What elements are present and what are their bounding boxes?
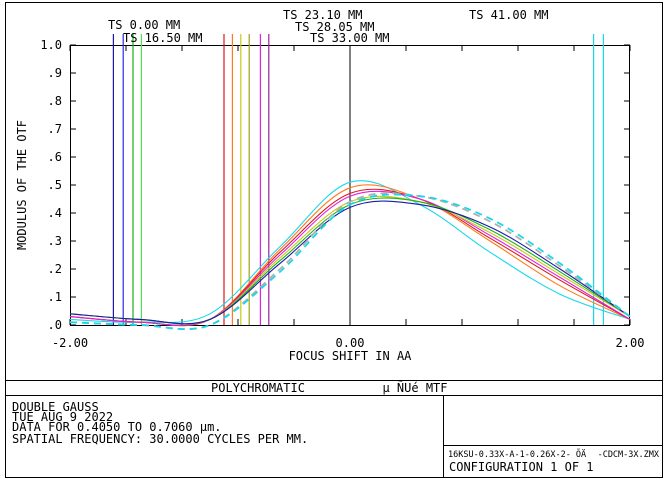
field-markers	[112, 34, 605, 325]
field-marker-label: TS 16.50 MM	[123, 31, 202, 45]
y-tick-labels: .0 .1 .2 .3 .4 .5 .6 .7 .8 .9 1.0	[40, 38, 62, 332]
footer-file-suffix: -CDCM-3X.ZMX	[598, 450, 660, 460]
footer-configuration: CONFIGURATION 1 OF 1	[449, 460, 594, 474]
mtf-curve-dashed	[69, 193, 631, 330]
field-marker-label: TS 28.05 MM	[295, 20, 374, 34]
footer-title-polychromatic: POLYCHROMATIC	[211, 381, 305, 395]
y-tick-label: .5	[48, 178, 62, 192]
y-tick-label: .2	[48, 262, 62, 276]
y-tick-label: .3	[48, 234, 62, 248]
y-tick-label: .1	[48, 290, 62, 304]
mtf-curve	[69, 200, 631, 325]
tick-marks	[69, 44, 631, 326]
y-tick-label: .6	[48, 150, 62, 164]
y-tick-label: .8	[48, 94, 62, 108]
y-tick-label: .9	[48, 66, 62, 80]
x-axis-label: FOCUS SHIFT IN AA	[289, 349, 413, 363]
field-marker-label: TS 41.00 MM	[469, 8, 548, 22]
footer-line-3: DATA FOR 0.4050 TO 0.7060 µm.	[12, 420, 222, 434]
footer-file-name: 16KSU-0.33X-A-1-0.26X-2- ÕÄ	[448, 448, 586, 460]
outer-frame	[5, 2, 663, 478]
y-tick-label: .0	[48, 318, 62, 332]
y-tick-label: .7	[48, 122, 62, 136]
y-axis-label: MODULUS OF THE OTF	[15, 120, 29, 250]
footer-line-1: DOUBLE GAUSS	[12, 400, 99, 414]
footer-line-4: SPATIAL FREQUENCY: 30.0000 CYCLES PER MM…	[12, 432, 308, 446]
x-tick-labels: -2.00 0.00 2.00	[52, 336, 645, 350]
x-tick-label: 0.00	[336, 336, 365, 350]
field-marker-label: TS 33.00 MM	[310, 31, 389, 45]
x-tick-label: 2.00	[616, 336, 645, 350]
mtf-curves	[69, 180, 631, 331]
x-tick-label: -2.00	[52, 336, 88, 350]
footer-title-mtf: µ ÑUé MTF	[382, 380, 447, 395]
y-tick-label: .4	[48, 206, 62, 220]
mtf-curve	[69, 190, 631, 326]
footer-line-2: TUE AUG 9 2022	[12, 410, 113, 424]
field-marker-label: TS 0.00 MM	[108, 18, 180, 32]
field-marker-label: TS 23.10 MM	[283, 8, 362, 22]
y-tick-label: 1.0	[40, 38, 62, 52]
